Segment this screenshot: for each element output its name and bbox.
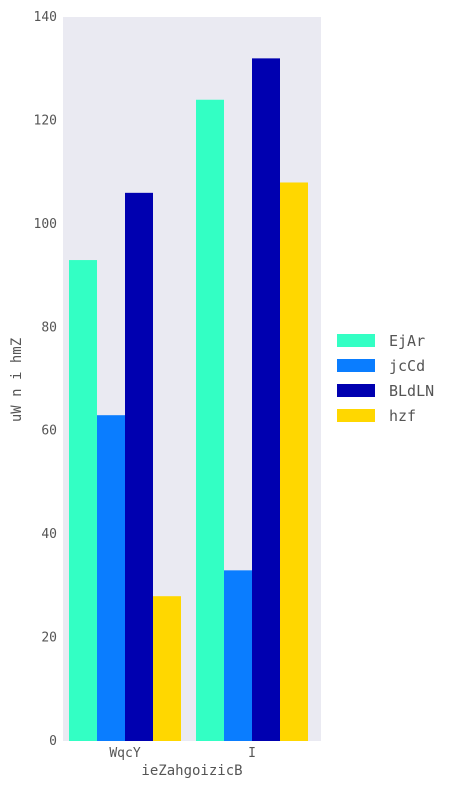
x-axis-ticks: WqcY I: [109, 746, 256, 761]
legend-label-EjAr: EjAr: [389, 332, 425, 350]
bar-EjAr-I: [196, 99, 224, 741]
x-tick-label: WqcY: [109, 746, 140, 761]
legend-label-jcCd: jcCd: [389, 357, 425, 375]
legend-label-hzf: hzf: [389, 407, 416, 425]
y-tick-label: 40: [41, 527, 57, 542]
legend-swatch-hzf: [337, 409, 375, 422]
bar-hzf-I: [280, 182, 308, 741]
y-tick-label: 140: [34, 10, 57, 25]
y-axis-title: uW n i hmZ: [9, 338, 25, 422]
y-axis-ticks: 0 20 40 60 80 100 120 140: [34, 10, 57, 749]
y-tick-label: 100: [34, 217, 57, 232]
bars-group: [69, 58, 308, 742]
bar-EjAr-WqcY: [69, 260, 97, 741]
y-tick-label: 0: [49, 734, 57, 749]
y-tick-label: 80: [41, 320, 57, 335]
y-tick-label: 60: [41, 424, 57, 439]
bar-jcCd-WqcY: [97, 415, 125, 741]
legend-swatch-jcCd: [337, 359, 375, 372]
x-tick-label: I: [248, 746, 256, 761]
x-axis-title: ieZahgoizicB: [141, 763, 242, 779]
bar-jcCd-I: [224, 570, 252, 741]
legend: EjAr jcCd BLdLN hzf: [337, 332, 434, 425]
bar-BLdLN-WqcY: [125, 192, 153, 742]
legend-label-BLdLN: BLdLN: [389, 382, 434, 400]
y-tick-label: 20: [41, 631, 57, 646]
bar-hzf-WqcY: [153, 596, 181, 741]
legend-swatch-EjAr: [337, 334, 375, 347]
legend-swatch-BLdLN: [337, 384, 375, 397]
bar-BLdLN-I: [252, 58, 280, 741]
y-tick-label: 120: [34, 113, 57, 128]
